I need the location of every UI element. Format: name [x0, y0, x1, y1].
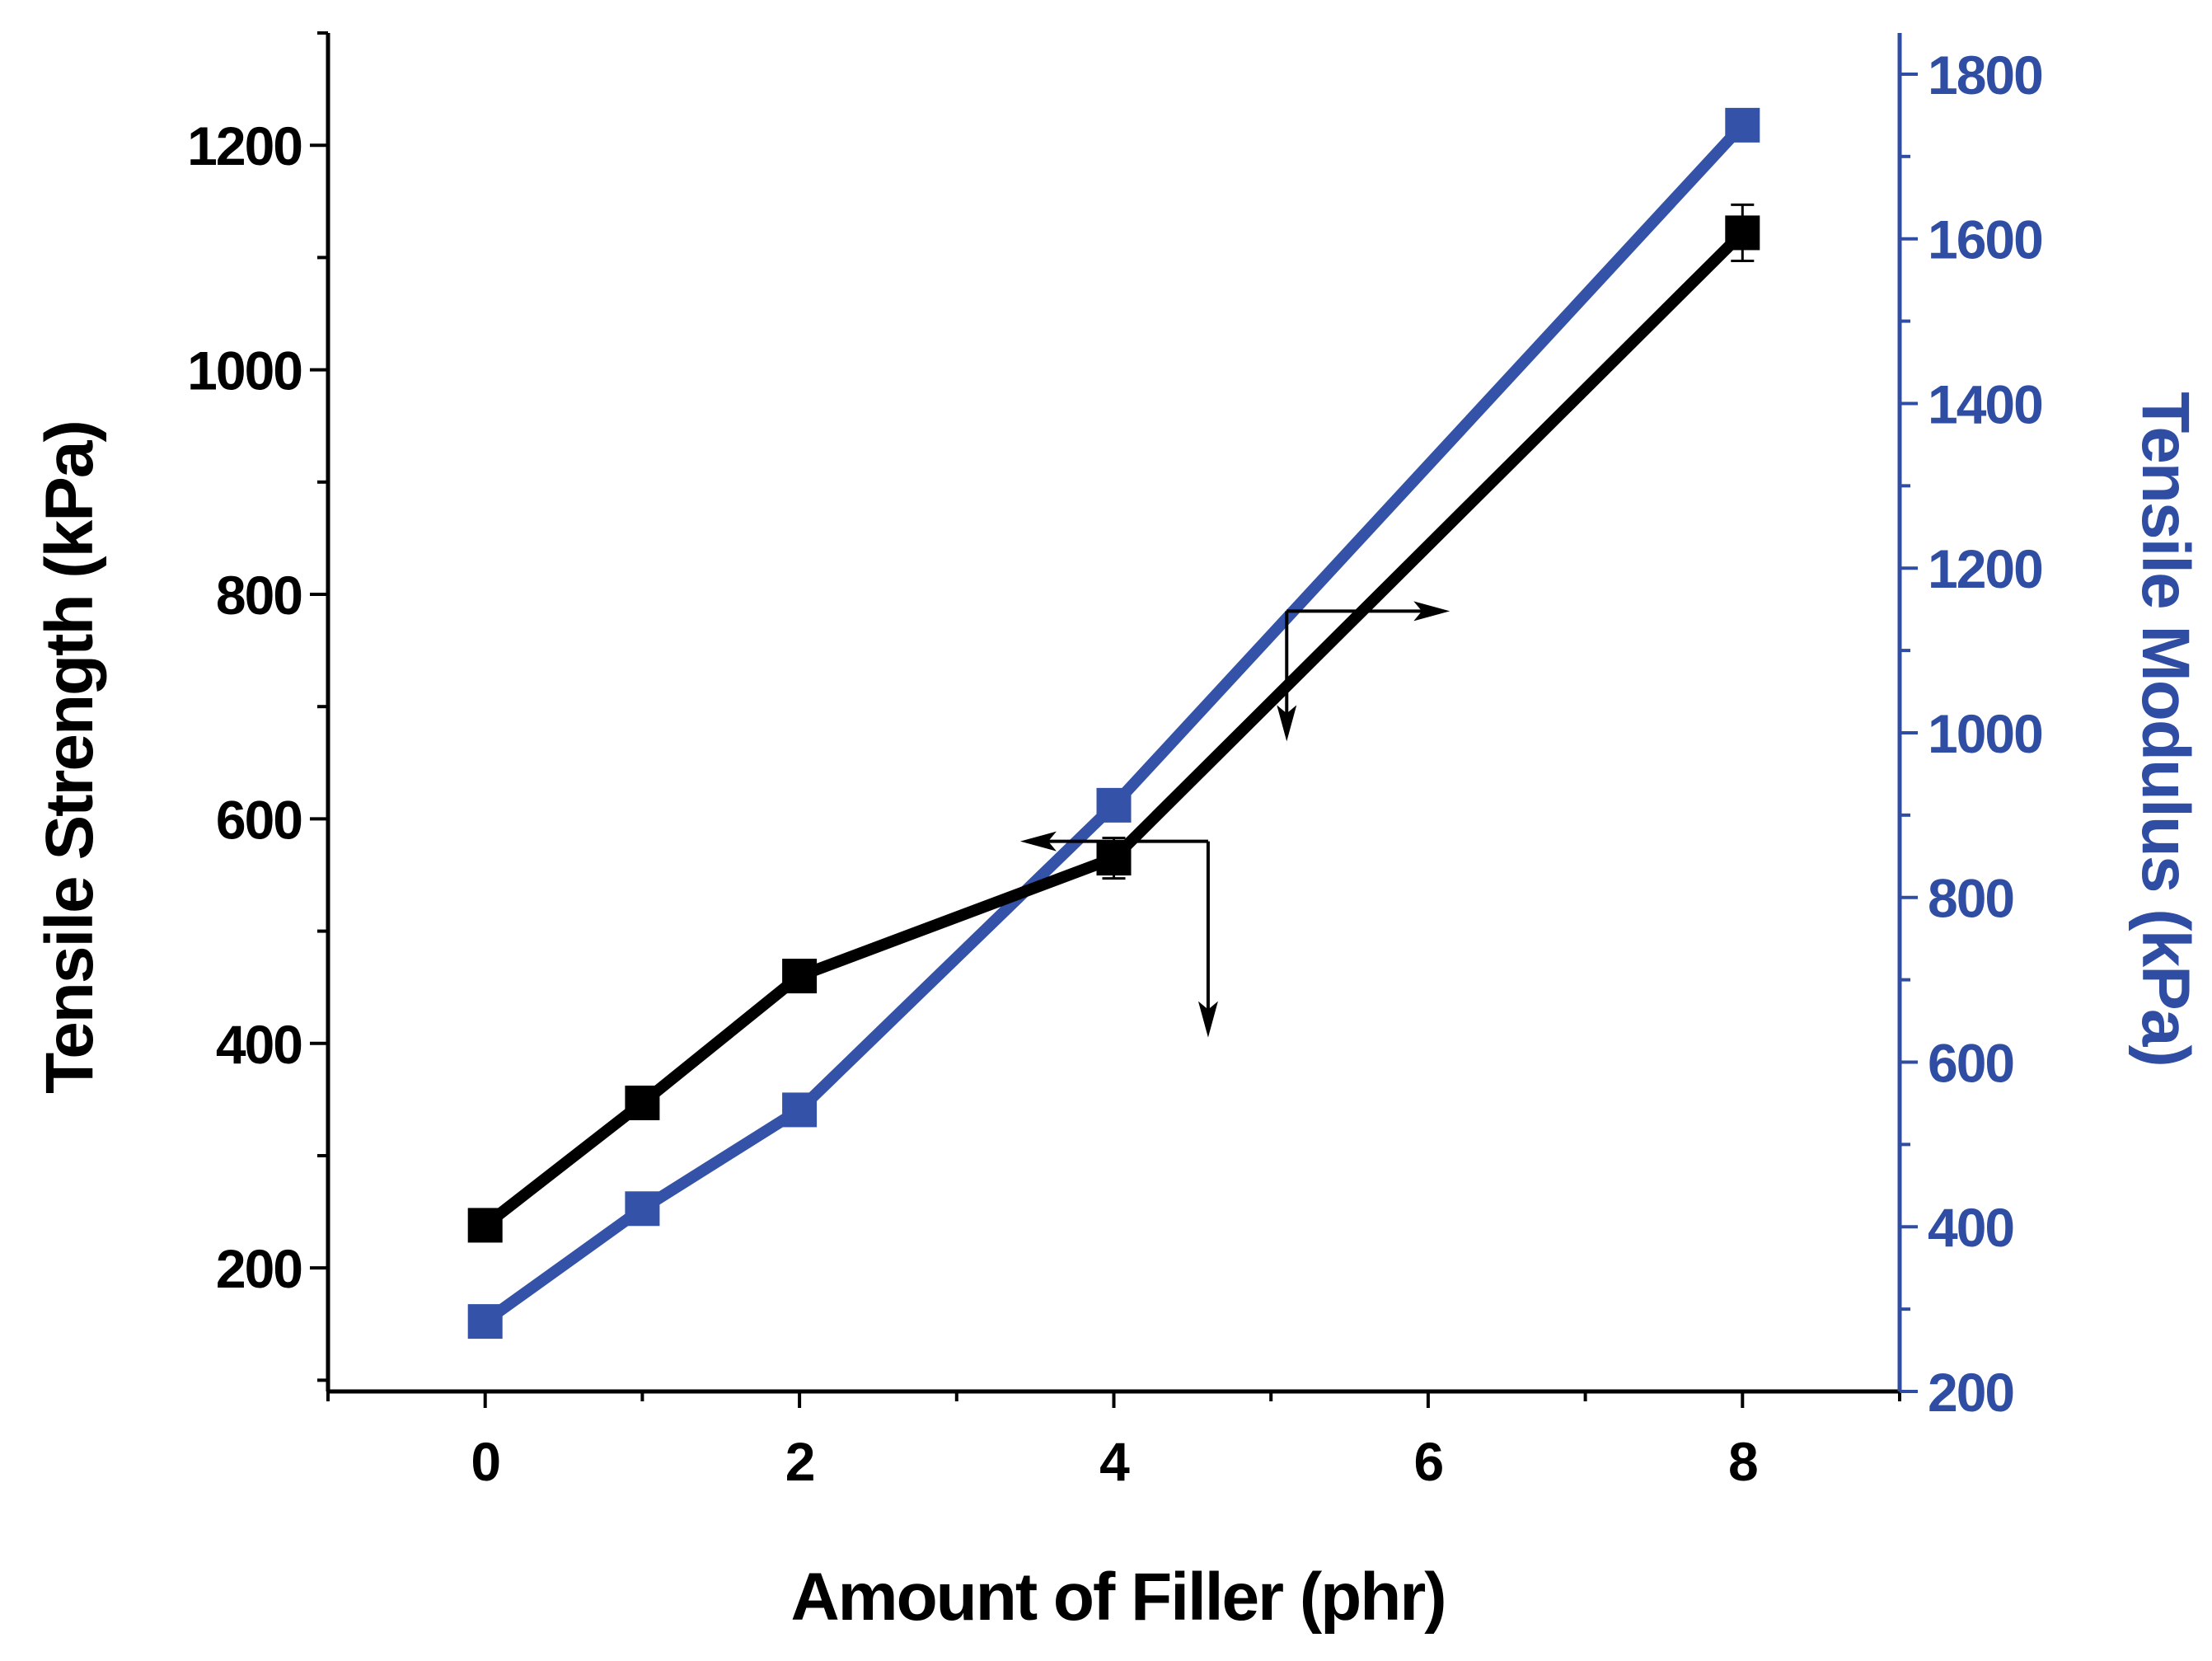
- right-y-tick-label: 600: [1928, 1032, 2013, 1093]
- x-tick-label: 8: [1728, 1431, 1757, 1492]
- right-y-tick-label: 200: [1928, 1362, 2013, 1423]
- left-y-tick-label: 800: [216, 565, 302, 626]
- modulus-marker: [467, 1304, 503, 1340]
- right-y-tick-label: 1200: [1928, 538, 2042, 599]
- strength-marker: [782, 959, 818, 994]
- x-tick-label: 0: [471, 1431, 499, 1492]
- right-y-axis-title: Tensile Modulus (kPa): [2128, 392, 2203, 1066]
- strength-marker: [625, 1085, 660, 1120]
- left-y-tick-label: 1200: [187, 115, 302, 176]
- modulus-arrow-down-head: [1277, 705, 1297, 742]
- right-y-tick-label: 400: [1928, 1197, 2013, 1258]
- left-y-tick-label: 400: [216, 1014, 302, 1075]
- strength-arrow-down-head: [1197, 1001, 1218, 1038]
- left-y-tick-label: 1000: [187, 340, 302, 401]
- modulus-marker: [625, 1191, 660, 1227]
- strength-marker: [1096, 841, 1132, 876]
- right-y-tick-label: 1800: [1928, 45, 2042, 106]
- strength-marker: [1725, 215, 1760, 251]
- data-series: [467, 107, 1760, 1340]
- modulus-series-line: [481, 121, 1747, 1326]
- strength-marker: [467, 1208, 503, 1243]
- modulus-arrow-right-head: [1413, 601, 1450, 622]
- x-tick-label: 4: [1099, 1431, 1130, 1492]
- right-y-tick-label: 800: [1928, 868, 2013, 929]
- right-y-tick-label: 1400: [1928, 373, 2042, 434]
- annotations: [1019, 601, 1450, 1038]
- strength-arrow-left-head: [1019, 831, 1057, 852]
- modulus-marker: [1725, 107, 1760, 143]
- x-axis-title: Amount of Filler (phr): [790, 1560, 1445, 1635]
- left-y-tick-label: 600: [216, 789, 302, 850]
- right-y-tick-label: 1000: [1928, 703, 2042, 764]
- x-tick-label: 2: [785, 1431, 814, 1492]
- axes: [326, 33, 1902, 1394]
- modulus-marker: [1096, 787, 1132, 823]
- axis-ticks: 0 2 4 6 8 200 400 600 800 1000 1200 200 400 600 800 100…: [187, 31, 2044, 1492]
- modulus-marker: [782, 1092, 818, 1128]
- left-y-axis-title: Tensile Strength (kPa): [32, 421, 107, 1094]
- right-y-tick-label: 1600: [1928, 209, 2042, 270]
- left-y-tick-label: 200: [216, 1238, 302, 1299]
- strength-series-line: [481, 228, 1747, 1230]
- x-tick-label: 6: [1414, 1431, 1443, 1492]
- axis-titles: Amount of Filler (phr) Tensile Strength …: [32, 392, 2203, 1635]
